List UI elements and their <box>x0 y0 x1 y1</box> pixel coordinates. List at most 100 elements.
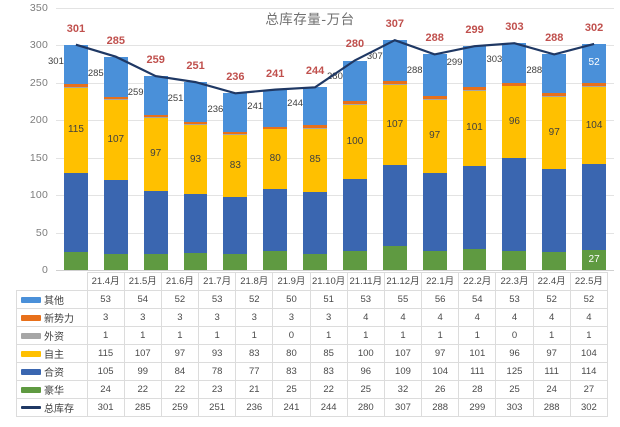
bar-segment-joint-venture[interactable] <box>462 165 487 250</box>
stacked-bar[interactable]: 115 <box>63 44 88 270</box>
bar-segment-other[interactable] <box>502 43 527 83</box>
bar-segment-independent[interactable]: 80 <box>263 129 288 190</box>
bar-segment-joint-venture[interactable] <box>303 191 328 254</box>
bar-segment-joint-venture[interactable] <box>223 196 248 255</box>
bar-segment-joint-venture[interactable] <box>342 179 367 252</box>
bar-segment-independent[interactable]: 97 <box>143 118 168 191</box>
bar-segment-foreign[interactable] <box>303 127 328 129</box>
bar-segment-joint-venture[interactable] <box>542 169 567 253</box>
segment-value-label: 93 <box>189 153 202 165</box>
bar-segment-other[interactable] <box>342 61 367 101</box>
stacked-bar[interactable]: 97 <box>143 76 168 270</box>
table-cell: 52 <box>160 290 200 309</box>
bar-segment-luxury[interactable] <box>263 251 288 270</box>
bar-segment-new-force[interactable] <box>103 96 128 100</box>
stacked-bar[interactable]: 83 <box>223 93 248 270</box>
bar-segment-luxury[interactable] <box>143 253 168 270</box>
bar-segment-luxury[interactable] <box>63 252 88 270</box>
bar-segment-luxury[interactable] <box>223 254 248 270</box>
bar-segment-foreign[interactable] <box>223 134 248 136</box>
bar-segment-new-force[interactable] <box>183 121 208 125</box>
stacked-bar[interactable]: 96 <box>502 43 527 270</box>
bar-segment-new-force[interactable] <box>422 96 447 100</box>
stacked-bar[interactable]: 107 <box>382 40 407 270</box>
stacked-bar[interactable]: 107 <box>103 56 128 270</box>
bar-segment-luxury[interactable] <box>462 249 487 270</box>
bar-segment-independent[interactable]: 97 <box>542 96 567 170</box>
bar-segment-new-force[interactable] <box>303 125 328 128</box>
bar-segment-joint-venture[interactable] <box>63 173 88 253</box>
bar-segment-luxury[interactable] <box>502 251 527 270</box>
bar-segment-foreign[interactable] <box>422 99 447 101</box>
bar-segment-joint-venture[interactable] <box>582 164 607 250</box>
bar-segment-independent[interactable]: 115 <box>63 87 88 174</box>
stacked-bar[interactable]: 93 <box>183 82 208 270</box>
bar-segment-foreign[interactable] <box>103 99 128 100</box>
table-row: 其他 53 54 52 53 52 50 51 53 55 56 54 53 52 52 <box>16 290 609 309</box>
bar-segment-luxury[interactable] <box>422 250 447 270</box>
bar-segment-luxury[interactable] <box>303 253 328 270</box>
bar-segment-other[interactable] <box>382 40 407 82</box>
bar-segment-foreign[interactable] <box>342 103 367 105</box>
bar-segment-other[interactable] <box>422 54 447 97</box>
bar-segment-joint-venture[interactable] <box>422 172 447 251</box>
bar-segment-other[interactable] <box>462 46 487 87</box>
bar-segment-new-force[interactable] <box>542 93 567 97</box>
bar-segment-other[interactable] <box>143 76 168 116</box>
bar-segment-new-force[interactable] <box>63 84 88 87</box>
bar-segment-independent[interactable]: 101 <box>462 90 487 166</box>
bar-segment-other[interactable] <box>542 54 567 94</box>
bar-segment-independent[interactable]: 93 <box>183 124 208 195</box>
stacked-bar[interactable]: 27 104 52 <box>582 43 607 270</box>
bar-segment-new-force[interactable] <box>342 100 367 104</box>
bar-segment-luxury[interactable] <box>382 246 407 270</box>
bar-segment-joint-venture[interactable] <box>263 189 288 252</box>
bar-segment-luxury[interactable] <box>183 252 208 270</box>
bar-segment-joint-venture[interactable] <box>143 190 168 254</box>
bar-segment-joint-venture[interactable] <box>103 179 128 254</box>
bar-segment-independent[interactable]: 85 <box>303 128 328 192</box>
bar-segment-other[interactable] <box>303 87 328 126</box>
bar-segment-luxury[interactable] <box>103 253 128 270</box>
bar-segment-independent[interactable]: 100 <box>342 104 367 180</box>
stacked-bar[interactable]: 97 <box>542 54 567 270</box>
bar-segment-new-force[interactable] <box>382 81 407 85</box>
bar-segment-foreign[interactable] <box>183 124 208 125</box>
bar-segment-new-force[interactable] <box>263 127 288 130</box>
bar-segment-foreign[interactable] <box>582 85 607 87</box>
bar-segment-independent[interactable]: 107 <box>382 84 407 165</box>
bar-segment-foreign[interactable] <box>382 84 407 85</box>
bar-segment-independent[interactable]: 97 <box>422 100 447 173</box>
bar-segment-independent[interactable]: 83 <box>223 135 248 197</box>
stacked-bar[interactable]: 101 <box>462 46 487 270</box>
bar-segment-joint-venture[interactable] <box>502 157 527 252</box>
stacked-bar[interactable]: 97 <box>422 54 447 270</box>
bar-segment-new-force[interactable] <box>502 82 527 86</box>
bar-segment-new-force[interactable] <box>582 82 607 86</box>
bar-segment-new-force[interactable] <box>462 86 487 90</box>
bar-segment-foreign[interactable] <box>542 96 567 97</box>
bar-segment-independent[interactable]: 96 <box>502 85 527 158</box>
bar-segment-luxury[interactable]: 27 <box>582 249 607 270</box>
bar-segment-other[interactable]: 52 <box>582 43 607 83</box>
bar-segment-other[interactable] <box>183 82 208 122</box>
bar-segment-foreign[interactable] <box>462 89 487 91</box>
table-cell: 244 <box>309 398 348 417</box>
total-value-label: 288 <box>545 32 564 45</box>
bar-segment-joint-venture[interactable] <box>183 194 208 253</box>
stacked-bar[interactable]: 85 <box>303 87 328 270</box>
bar-segment-foreign[interactable] <box>143 117 168 119</box>
stacked-bar[interactable]: 100 <box>342 60 367 270</box>
bar-segment-independent[interactable]: 104 <box>582 86 607 165</box>
bar-segment-other[interactable] <box>223 93 248 133</box>
stacked-bar[interactable]: 80 <box>263 89 288 270</box>
bar-segment-luxury[interactable] <box>542 252 567 270</box>
bar-segment-joint-venture[interactable] <box>382 164 407 247</box>
bar-segment-new-force[interactable] <box>223 132 248 135</box>
bar-segment-independent[interactable]: 107 <box>103 99 128 180</box>
bar-segment-foreign[interactable] <box>63 86 88 88</box>
bar-segment-other[interactable] <box>263 89 288 128</box>
bar-segment-other[interactable] <box>63 44 88 85</box>
bar-segment-new-force[interactable] <box>143 115 168 118</box>
bar-segment-luxury[interactable] <box>342 251 367 270</box>
